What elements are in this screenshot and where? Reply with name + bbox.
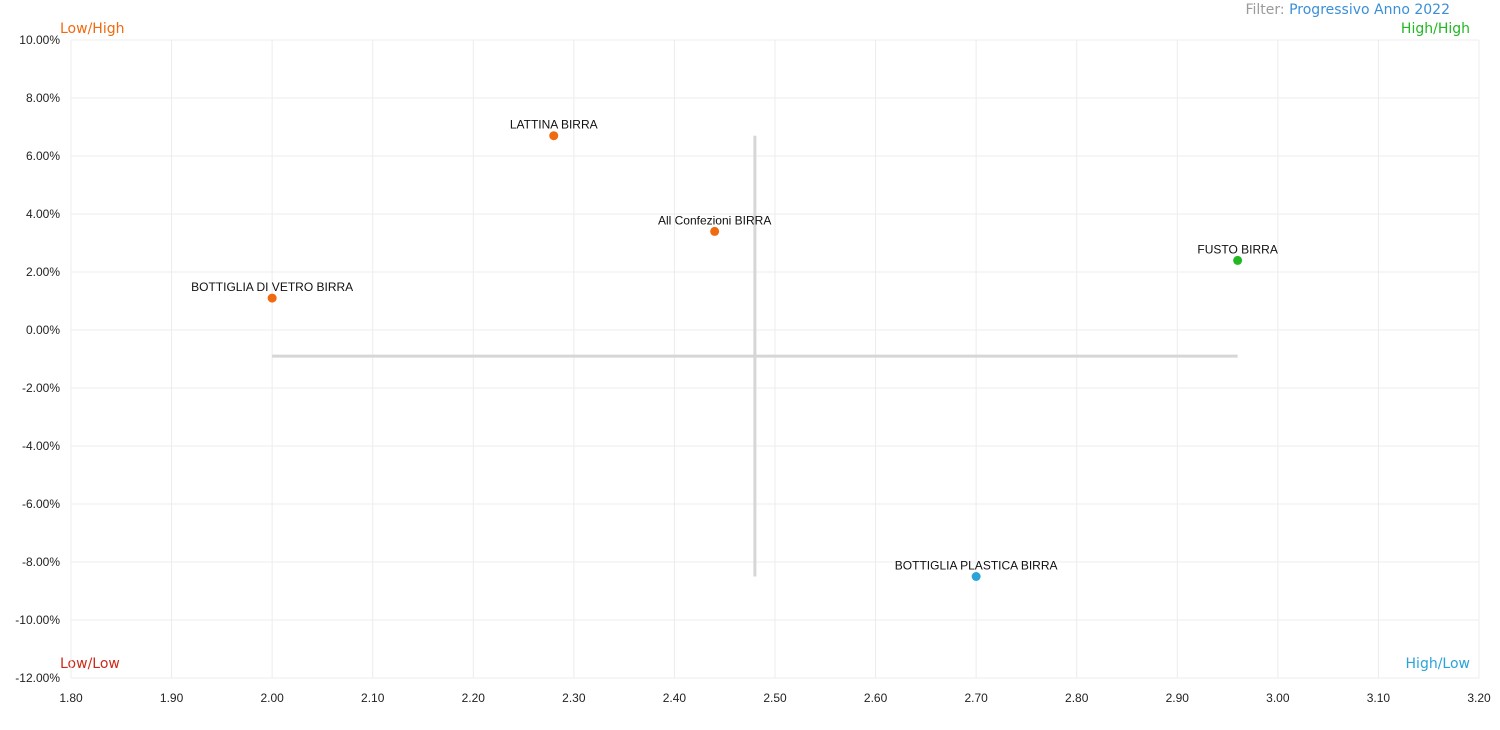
data-point[interactable]	[549, 131, 559, 141]
y-tick-label: 0.00%	[26, 323, 60, 337]
y-tick-label: 10.00%	[19, 33, 60, 47]
quadrant-label-low-low: Low/Low	[60, 656, 120, 672]
x-tick-label: 2.90	[1166, 691, 1190, 705]
x-tick-label: 2.70	[964, 691, 988, 705]
x-tick-label: 3.20	[1467, 691, 1491, 705]
y-tick-label: 6.00%	[26, 149, 60, 163]
filter-indicator: Filter: Progressivo Anno 2022	[1245, 2, 1450, 18]
y-tick-label: -8.00%	[22, 555, 60, 569]
x-tick-label: 2.00	[260, 691, 284, 705]
data-point-label: BOTTIGLIA DI VETRO BIRRA	[191, 280, 353, 294]
filter-label: Filter:	[1245, 2, 1285, 18]
data-point[interactable]	[267, 293, 277, 303]
x-tick-label: 2.40	[663, 691, 687, 705]
data-point-label: BOTTIGLIA PLASTICA BIRRA	[895, 559, 1058, 573]
data-point-label: LATTINA BIRRA	[510, 118, 598, 132]
y-tick-label: -12.00%	[15, 671, 60, 685]
quadrant-crosshair	[272, 135, 1238, 577]
x-tick-label: 3.10	[1367, 691, 1391, 705]
y-tick-label: -10.00%	[15, 613, 60, 627]
data-point[interactable]	[710, 226, 720, 236]
chart-axes: 1.80 1.90 2.00 2.10 2.20 2.30 2.40 2.50 2.60 2.70…	[15, 33, 1491, 705]
chart-points: LATTINA BIRRA All Confezioni BIRRA BOTTIGL…	[191, 118, 1278, 581]
quadrant-label-high-low: High/Low	[1405, 656, 1470, 672]
x-tick-label: 2.10	[361, 691, 385, 705]
y-tick-label: -6.00%	[22, 497, 60, 511]
x-tick-label: 2.50	[763, 691, 787, 705]
x-tick-label: 1.80	[59, 691, 83, 705]
y-tick-label: -2.00%	[22, 381, 60, 395]
data-point-label: All Confezioni BIRRA	[658, 213, 771, 227]
y-tick-label: 4.00%	[26, 207, 60, 221]
filter-value[interactable]: Progressivo Anno 2022	[1289, 2, 1450, 18]
x-tick-label: 2.30	[562, 691, 586, 705]
quadrant-label-low-high: Low/High	[60, 21, 125, 37]
y-tick-label: 2.00%	[26, 265, 60, 279]
quadrant-label-high-high: High/High	[1400, 21, 1470, 37]
x-tick-label: 3.00	[1266, 691, 1290, 705]
data-point-label: FUSTO BIRRA	[1197, 242, 1277, 256]
x-tick-label: 2.60	[864, 691, 888, 705]
data-point[interactable]	[1233, 255, 1243, 265]
chart-grid	[70, 39, 1480, 679]
y-tick-label: 8.00%	[26, 91, 60, 105]
x-tick-label: 2.80	[1065, 691, 1089, 705]
data-point[interactable]	[971, 572, 981, 581]
x-tick-label: 2.20	[462, 691, 486, 705]
y-tick-label: -4.00%	[22, 439, 60, 453]
x-tick-label: 1.90	[160, 691, 184, 705]
